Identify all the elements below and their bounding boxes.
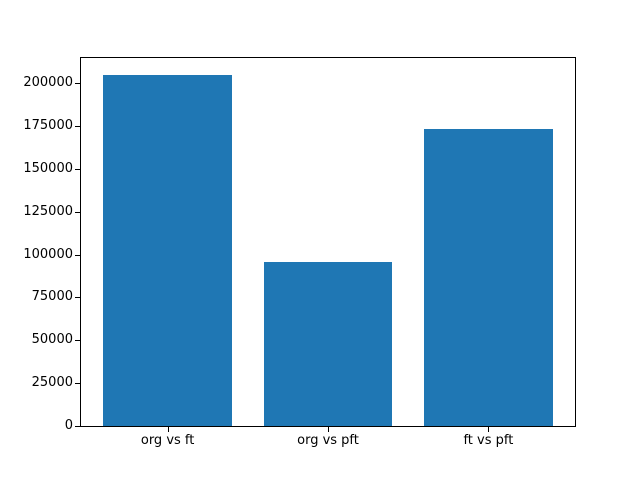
x-tick-mark <box>167 427 169 432</box>
y-tick-mark <box>75 168 80 170</box>
y-tick-label: 0 <box>64 418 73 433</box>
bar-2 <box>424 129 553 426</box>
bar-1 <box>263 262 393 426</box>
y-tick-mark <box>75 125 80 127</box>
y-tick-label: 75000 <box>31 289 73 305</box>
y-tick-label: 25000 <box>31 375 73 391</box>
y-tick-mark <box>75 426 80 427</box>
x-tick-mark <box>488 427 490 432</box>
y-tick-mark <box>75 297 80 299</box>
y-tick-mark <box>75 340 80 342</box>
y-tick-label: 175000 <box>23 117 73 133</box>
y-tick-mark <box>75 83 80 85</box>
y-tick-mark <box>75 211 80 213</box>
x-tick-label: ft vs pft <box>463 433 514 448</box>
plot-area <box>80 57 576 427</box>
y-tick-label: 150000 <box>23 160 73 176</box>
y-tick-label: 200000 <box>23 75 73 91</box>
x-tick-mark <box>328 427 329 432</box>
x-tick-label: org vs pft <box>297 433 359 448</box>
y-tick-label: 125000 <box>23 203 73 219</box>
y-tick-mark <box>75 383 80 385</box>
y-tick-label: 50000 <box>31 332 73 348</box>
y-tick-label: 100000 <box>23 246 73 262</box>
x-tick-label: org vs ft <box>140 433 195 448</box>
y-tick-mark <box>75 254 80 256</box>
bar-0 <box>103 74 232 426</box>
